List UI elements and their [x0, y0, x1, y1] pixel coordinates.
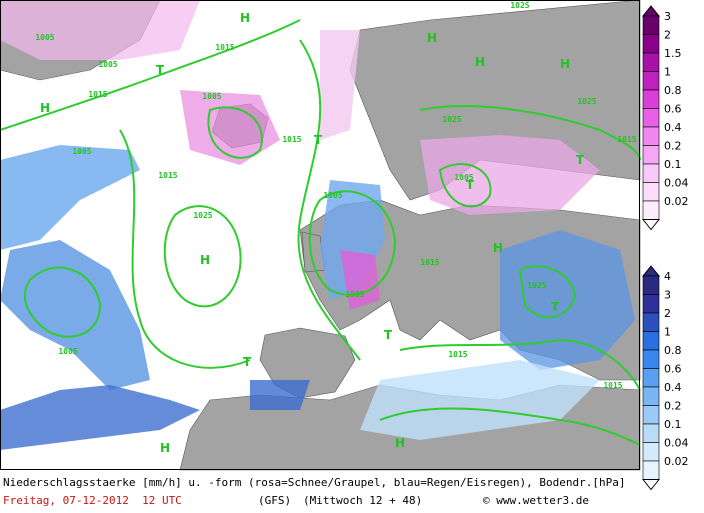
- high-label: H: [200, 253, 210, 267]
- low-label: T: [314, 133, 323, 147]
- legend-label: 1: [664, 66, 671, 79]
- high-label: H: [395, 436, 405, 450]
- isobar-label: 1025: [442, 115, 461, 124]
- low-label: T: [551, 300, 560, 314]
- legend-label: 4: [664, 270, 671, 283]
- footer-model: (GFS): [258, 494, 291, 507]
- legend-swatch: [642, 423, 660, 443]
- low-label: T: [243, 355, 252, 369]
- high-label: H: [240, 11, 250, 25]
- legend-label: 0.2: [664, 400, 682, 413]
- isobar-label: 1015: [448, 350, 467, 359]
- isobar-label: 1015: [603, 381, 622, 390]
- legend-label: 0.4: [664, 381, 682, 394]
- isobars: [0, 19, 641, 446]
- legend-label: 0.2: [664, 140, 682, 153]
- isobar-label: 1015: [282, 135, 301, 144]
- footer-source: © www.wetter3.de: [483, 494, 589, 507]
- legend-swatch: [642, 89, 660, 109]
- isobar-label: 1005: [202, 92, 221, 101]
- isobar-label: 1005: [72, 147, 91, 156]
- isobar-label: 1015: [420, 258, 439, 267]
- legend-label: 3: [664, 10, 671, 23]
- legend-swatch: [642, 460, 660, 480]
- map-frame: [0, 0, 640, 470]
- isobar-label: 1025: [193, 211, 212, 220]
- legend-swatch: [642, 368, 660, 388]
- isobar-label: 1015: [88, 90, 107, 99]
- isobar-label: 1005: [98, 60, 117, 69]
- legend-label: 0.02: [664, 195, 689, 208]
- legend-label: 0.4: [664, 121, 682, 134]
- legend-label: 0.04: [664, 177, 689, 190]
- legend-swatch: [642, 108, 660, 128]
- high-label: H: [160, 441, 170, 455]
- legend-swatch: [642, 386, 660, 406]
- legend-swatch: [642, 294, 660, 314]
- legend-swatch: [642, 331, 660, 351]
- legend-label: 0.8: [664, 84, 682, 97]
- map: H H H H H H H H H T T T T T T T 1005 100…: [0, 0, 641, 471]
- legend-swatch: [642, 126, 660, 146]
- legend-label: 0.04: [664, 437, 689, 450]
- legend-swatch: [642, 349, 660, 369]
- low-label: T: [156, 63, 165, 77]
- low-label: T: [466, 178, 475, 192]
- legend-label: 0.1: [664, 158, 682, 171]
- isobar-labels: 1005 1005 1015 1015 1005 1015 1025 1025 …: [35, 1, 636, 390]
- legend-swatch: [642, 163, 660, 183]
- high-label: H: [493, 241, 503, 255]
- footer-description: Niederschlagsstaerke [mm/h] u. -form (ro…: [3, 476, 626, 489]
- legend-label: 3: [664, 289, 671, 302]
- isobar-label: 1005: [454, 173, 473, 182]
- legend-swatch: [642, 145, 660, 165]
- color-legends: 3 2 1.5 1 0.8 0.6 0.4 0.2 0.1 0.04 0.02 4 3 2 1 0.8 0.6 0…: [641, 5, 689, 491]
- isobar-label: 1015: [617, 135, 636, 144]
- isobar-label: 1005: [58, 347, 77, 356]
- isobar-label: 1005: [323, 191, 342, 200]
- legend-swatch: [642, 71, 660, 91]
- legend-swatch: [642, 312, 660, 332]
- high-label: H: [427, 31, 437, 45]
- legend-arrow-top: [641, 5, 661, 17]
- legend-label: 1.5: [664, 47, 682, 60]
- legend-swatch: [642, 52, 660, 72]
- legend-arrow-bottom: [641, 219, 661, 231]
- legend-label: 0.6: [664, 103, 682, 116]
- legend-swatch: [642, 442, 660, 462]
- legend-label: 2: [664, 29, 671, 42]
- isobar-label: 1025: [510, 1, 529, 10]
- legend-label: 0.6: [664, 363, 682, 376]
- low-label: T: [576, 153, 585, 167]
- footer-date: Freitag, 07-12-2012 12 UTC: [3, 494, 182, 507]
- legend-swatch: [642, 15, 660, 35]
- legend-arrow-bottom: [641, 479, 661, 491]
- isobar-label: 1025: [527, 281, 546, 290]
- isobar-label: 1015: [215, 43, 234, 52]
- legend-swatch: [642, 182, 660, 202]
- legend-label: 0.8: [664, 344, 682, 357]
- legend-label: 1: [664, 326, 671, 339]
- isobar-label: 1005: [345, 290, 364, 299]
- footer: Niederschlagsstaerke [mm/h] u. -form (ro…: [3, 476, 626, 507]
- legend-label: 2: [664, 307, 671, 320]
- legend-label: 0.1: [664, 418, 682, 431]
- legend-swatch: [642, 405, 660, 425]
- low-label: T: [384, 328, 393, 342]
- footer-run: (Mittwoch 12 + 48): [303, 494, 422, 507]
- isobar-label: 1015: [158, 171, 177, 180]
- legend-swatch: [642, 275, 660, 295]
- high-label: H: [40, 101, 50, 115]
- high-label: H: [475, 55, 485, 69]
- high-label: H: [560, 57, 570, 71]
- isobar-label: 1005: [35, 33, 54, 42]
- legend-arrow-top: [641, 265, 661, 277]
- pressure-centers: H H H H H H H H H T T T T T T T: [40, 11, 585, 455]
- legend-swatch: [642, 200, 660, 220]
- isobar-label: 1025: [577, 97, 596, 106]
- precipitation: [0, 0, 635, 450]
- legend-swatch: [642, 34, 660, 54]
- legend-label: 0.02: [664, 455, 689, 468]
